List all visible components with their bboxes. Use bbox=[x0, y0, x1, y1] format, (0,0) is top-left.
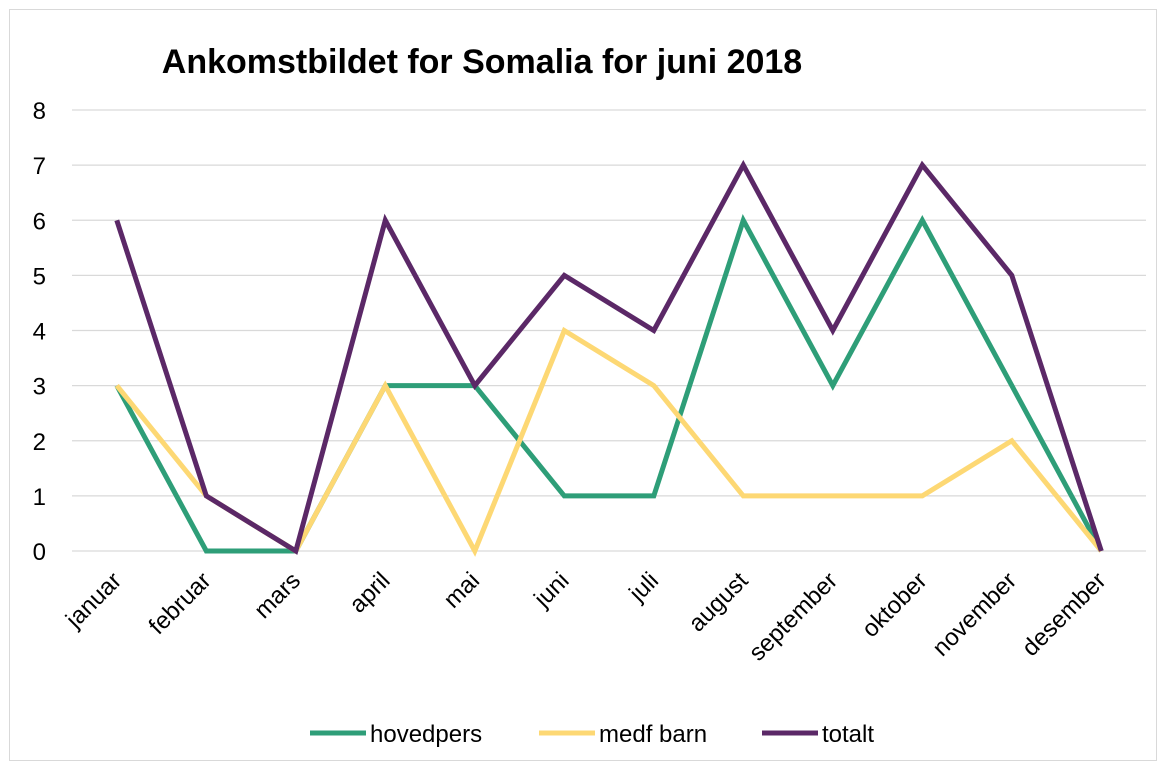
x-tick-label-mars: mars bbox=[249, 567, 306, 624]
y-tick-label: 7 bbox=[33, 153, 46, 180]
x-tick-label-april: april bbox=[344, 567, 395, 618]
series-line-hovedpers bbox=[114, 213, 1104, 554]
x-tick-label-september: september bbox=[744, 567, 843, 666]
x-tick-label-mai: mai bbox=[439, 567, 485, 613]
y-axis-ticks: 0 1 2 3 4 5 6 7 8 bbox=[33, 98, 46, 566]
x-tick-label-juli: juli bbox=[623, 567, 664, 608]
series-lines bbox=[114, 159, 1104, 557]
x-tick-label-desember: desember bbox=[1017, 567, 1112, 662]
y-tick-label: 3 bbox=[33, 374, 46, 401]
legend: hovedpers medf barn totalt bbox=[310, 721, 874, 748]
legend-label-hovedpers: hovedpers bbox=[370, 721, 482, 748]
y-tick-label: 0 bbox=[33, 539, 46, 566]
legend-label-medf-barn: medf barn bbox=[599, 721, 707, 748]
series-line-totalt bbox=[114, 159, 1104, 555]
x-tick-label-oktober: oktober bbox=[857, 567, 933, 643]
x-tick-label-juni: juni bbox=[528, 567, 574, 613]
x-tick-label-august: august bbox=[683, 567, 753, 637]
x-tick-label-februar: februar bbox=[144, 567, 217, 640]
y-tick-label: 5 bbox=[33, 263, 46, 290]
y-tick-label: 8 bbox=[33, 98, 46, 125]
legend-label-totalt: totalt bbox=[822, 721, 874, 748]
x-axis-ticks: januar februar mars april mai juni juli augusts… bbox=[60, 567, 1111, 667]
chart-title: Ankomstbildet for Somalia for juni 2018 bbox=[162, 43, 802, 81]
gridlines bbox=[72, 109, 1146, 552]
x-tick-label-november: november bbox=[927, 567, 1022, 662]
y-tick-label: 2 bbox=[33, 429, 46, 456]
y-tick-label: 4 bbox=[33, 319, 46, 346]
y-tick-label: 6 bbox=[33, 208, 46, 235]
x-tick-label-januar: januar bbox=[60, 567, 127, 634]
y-tick-label: 1 bbox=[33, 484, 46, 511]
